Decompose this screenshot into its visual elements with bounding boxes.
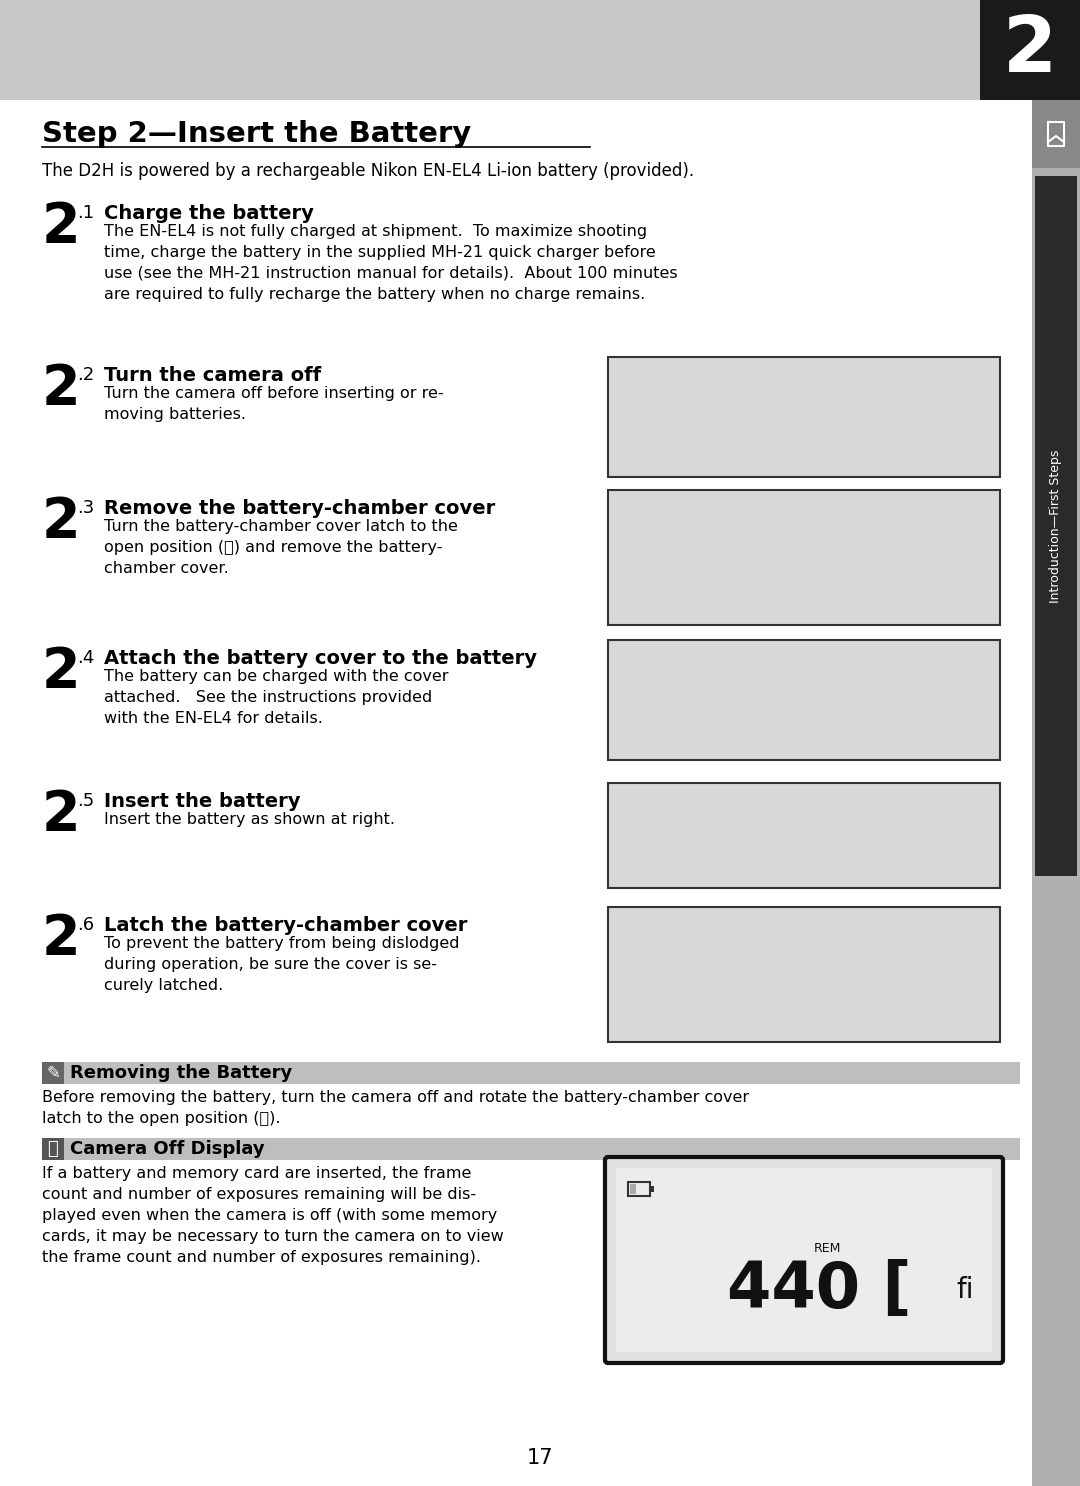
Text: 2: 2 <box>1003 12 1057 88</box>
Text: Turn the camera off: Turn the camera off <box>104 366 321 385</box>
Text: .4: .4 <box>77 649 94 667</box>
Text: Introduction—First Steps: Introduction—First Steps <box>1050 449 1063 603</box>
Text: 17: 17 <box>527 1447 553 1468</box>
Text: Step 2—Insert the Battery: Step 2—Insert the Battery <box>42 120 471 149</box>
Text: Attach the battery cover to the battery: Attach the battery cover to the battery <box>104 649 537 669</box>
Bar <box>650 1186 654 1192</box>
Text: fi: fi <box>956 1276 974 1305</box>
Text: REM: REM <box>814 1242 841 1256</box>
Text: 2: 2 <box>42 645 81 698</box>
Text: Latch the battery-chamber cover: Latch the battery-chamber cover <box>104 915 468 935</box>
Bar <box>1032 100 1080 168</box>
Text: .3: .3 <box>77 499 94 517</box>
Bar <box>1035 175 1077 877</box>
Bar <box>630 1184 636 1193</box>
Bar <box>616 1168 993 1352</box>
Bar <box>42 1062 64 1083</box>
Text: .1: .1 <box>77 204 94 221</box>
Text: .5: .5 <box>77 792 94 810</box>
Bar <box>627 1181 650 1196</box>
Text: If a battery and memory card are inserted, the frame
count and number of exposur: If a battery and memory card are inserte… <box>42 1167 503 1265</box>
Bar <box>42 1138 1020 1161</box>
Bar <box>608 906 1000 1042</box>
Bar <box>1032 100 1080 1486</box>
Text: Removing the Battery: Removing the Battery <box>70 1064 293 1082</box>
Text: The battery can be charged with the cover
attached.   See the instructions provi: The battery can be charged with the cove… <box>104 669 448 727</box>
Text: Remove the battery-chamber cover: Remove the battery-chamber cover <box>104 499 496 519</box>
FancyBboxPatch shape <box>605 1158 1003 1363</box>
Text: .6: .6 <box>77 915 94 935</box>
Bar <box>608 640 1000 759</box>
Text: Turn the camera off before inserting or re-
moving batteries.: Turn the camera off before inserting or … <box>104 386 444 422</box>
Bar <box>608 783 1000 889</box>
Text: .2: .2 <box>77 366 94 383</box>
Text: 2: 2 <box>42 788 81 843</box>
Text: 2: 2 <box>42 363 81 416</box>
Bar <box>0 0 1080 100</box>
Text: The EN-EL4 is not fully charged at shipment.  To maximize shooting
time, charge : The EN-EL4 is not fully charged at shipm… <box>104 224 677 302</box>
Text: Before removing the battery, turn the camera off and rotate the battery-chamber : Before removing the battery, turn the ca… <box>42 1091 750 1126</box>
Text: Camera Off Display: Camera Off Display <box>70 1140 265 1158</box>
Bar <box>980 0 1080 100</box>
Text: 2: 2 <box>42 201 81 254</box>
Text: Insert the battery as shown at right.: Insert the battery as shown at right. <box>104 811 395 828</box>
Text: The D2H is powered by a rechargeable Nikon EN-EL4 Li-ion battery (provided).: The D2H is powered by a rechargeable Nik… <box>42 162 694 180</box>
Bar <box>42 1138 64 1161</box>
Text: Turn the battery-chamber cover latch to the
open position (Ⓖ) and remove the bat: Turn the battery-chamber cover latch to … <box>104 519 458 577</box>
Bar <box>608 357 1000 477</box>
Text: ✎: ✎ <box>46 1064 59 1082</box>
Text: Insert the battery: Insert the battery <box>104 792 300 811</box>
Text: 2: 2 <box>42 912 81 966</box>
Bar <box>42 1062 1020 1083</box>
Text: 2: 2 <box>42 495 81 548</box>
Bar <box>608 490 1000 626</box>
Text: Charge the battery: Charge the battery <box>104 204 314 223</box>
Text: To prevent the battery from being dislodged
during operation, be sure the cover : To prevent the battery from being dislod… <box>104 936 459 993</box>
Text: ⌕: ⌕ <box>48 1140 58 1158</box>
Text: 440 [: 440 [ <box>727 1259 912 1321</box>
